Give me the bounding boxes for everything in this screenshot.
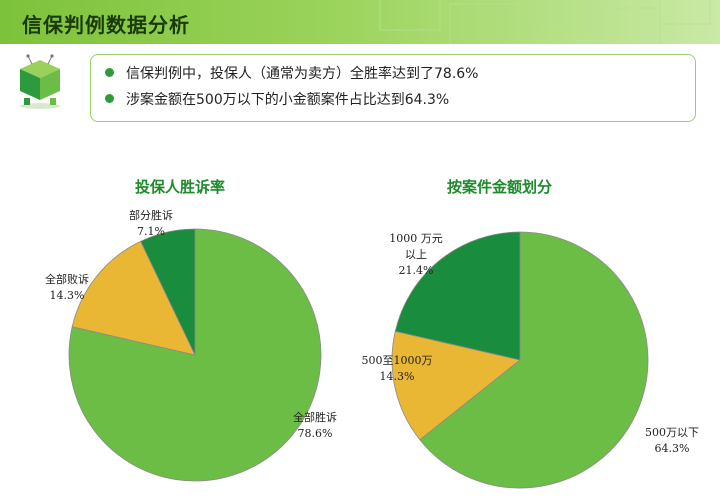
svg-text:78.6%: 78.6% — [298, 427, 333, 440]
pie1-slice-2 — [140, 228, 196, 356]
header-grid-decoration — [379, 0, 711, 44]
pie1-label-1: 全部败诉 14.3% — [45, 272, 89, 302]
svg-text:部分胜诉: 部分胜诉 — [129, 208, 173, 222]
header-bar: 信保判例数据分析 — [0, 0, 720, 44]
svg-text:64.3%: 64.3% — [655, 442, 690, 455]
svg-text:全部败诉: 全部败诉 — [45, 272, 89, 286]
svg-text:1000 万元: 1000 万元 — [389, 232, 443, 245]
bullet-dot-icon — [105, 93, 114, 103]
pie1-label-0: 全部胜诉 78.6% — [293, 410, 337, 440]
pie-chart-win-rate: 全部胜诉 78.6% 全部败诉 14.3% 部分胜诉 7.1% — [45, 208, 337, 482]
page-title: 信保判例数据分析 — [22, 13, 190, 37]
svg-text:14.3%: 14.3% — [380, 370, 415, 383]
pie1-title: 投保人胜诉率 — [135, 178, 226, 196]
cube-mascot-icon — [20, 54, 60, 109]
pie2-slice-2 — [394, 231, 521, 361]
pie1-slice-1 — [71, 240, 196, 356]
pie2-label-1: 500至1000万 14.3% — [362, 354, 433, 383]
pie2-slice-1 — [391, 330, 521, 441]
pie2-title: 按案件金额划分 — [447, 178, 553, 196]
pie1-slice-0 — [68, 228, 322, 482]
svg-text:7.1%: 7.1% — [137, 225, 165, 238]
pie2-slice-0 — [419, 231, 649, 489]
bullet-dot-icon — [105, 67, 114, 77]
summary-bullet-2: 涉案金额在500万以下的小金额案件占比达到64.3% — [105, 89, 449, 109]
svg-text:以上: 以上 — [405, 248, 427, 261]
svg-text:500至1000万: 500至1000万 — [362, 354, 433, 367]
svg-text:全部胜诉: 全部胜诉 — [293, 410, 337, 424]
pie1-label-2: 部分胜诉 7.1% — [129, 208, 173, 238]
svg-text:14.3%: 14.3% — [50, 289, 85, 302]
summary-bullet-1: 信保判例中，投保人（通常为卖方）全胜率达到了78.6% — [105, 63, 478, 83]
svg-text:500万以下: 500万以下 — [645, 426, 699, 439]
summary-box: 信保判例中，投保人（通常为卖方）全胜率达到了78.6% 涉案金额在500万以下的… — [90, 54, 696, 122]
pie2-label-0: 500万以下 64.3% — [645, 426, 699, 455]
svg-text:21.4%: 21.4% — [399, 264, 434, 277]
